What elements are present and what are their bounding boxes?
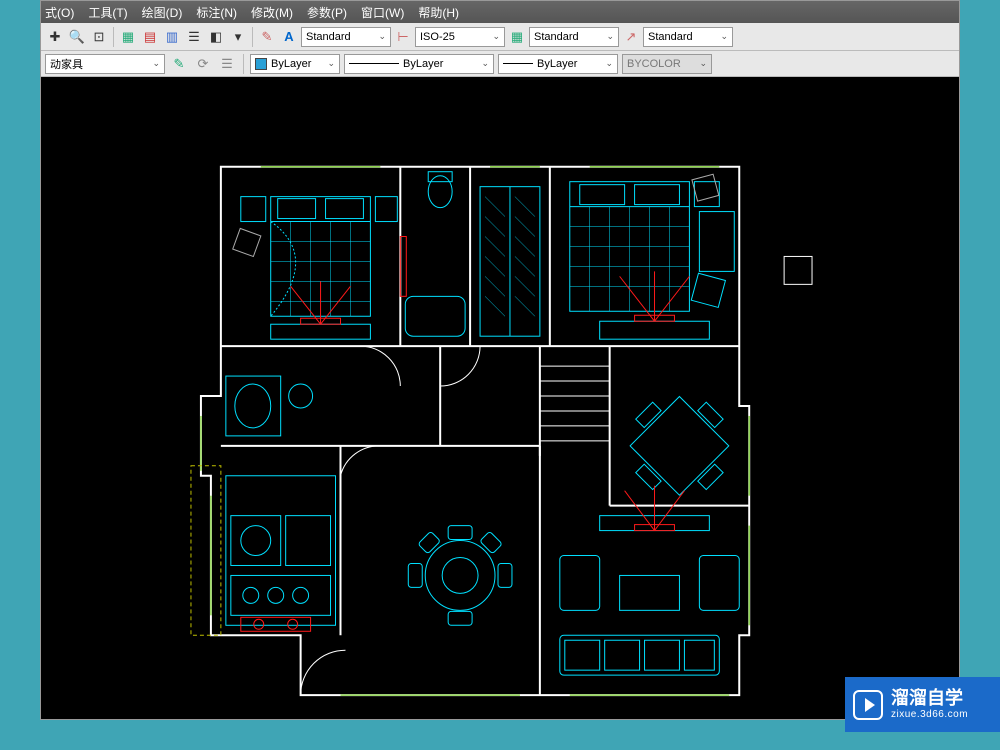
toolbar-properties: 动家具 ⌄ ✎ ⟳ ☰ ByLayer ⌄ ByLayer ⌄ ByLayer …	[41, 51, 959, 77]
separator	[252, 27, 253, 47]
zoom-window-icon[interactable]: ⊡	[89, 27, 109, 47]
lineweight-preview	[503, 63, 533, 64]
toolbar-primary: ✚ 🔍 ⊡ ▦ ▤ ▥ ☰ ◧ ▾ ✎ Standard ⌄ ⊢ ISO-25 …	[41, 23, 959, 51]
dim-style-value: ISO-25	[420, 31, 455, 43]
color-value: ByLayer	[271, 58, 311, 70]
menu-tools[interactable]: 工具(T)	[88, 4, 127, 21]
layer-off-icon[interactable]: ◧	[206, 27, 226, 47]
chevron-down-icon: ⌄	[695, 58, 707, 69]
text-style-value: Standard	[306, 31, 351, 43]
layer-props-icon[interactable]: ▦	[118, 27, 138, 47]
menu-param[interactable]: 参数(P)	[307, 4, 347, 21]
chevron-down-icon: ⌄	[374, 31, 386, 42]
menu-help[interactable]: 帮助(H)	[418, 4, 459, 21]
layer-value: 动家具	[50, 56, 83, 72]
dim-style-icon[interactable]: ⊢	[393, 27, 413, 47]
text-style-dropdown[interactable]: Standard ⌄	[301, 27, 391, 47]
chevron-down-icon: ⌄	[602, 31, 614, 42]
layer-make-current-icon[interactable]: ⟳	[193, 54, 213, 74]
menu-format[interactable]: 式(O)	[45, 4, 74, 21]
app-window: 式(O) 工具(T) 绘图(D) 标注(N) 修改(M) 参数(P) 窗口(W)…	[40, 0, 960, 720]
dropdown-icon[interactable]: ▾	[228, 27, 248, 47]
dim-style-dropdown[interactable]: ISO-25 ⌄	[415, 27, 505, 47]
linetype-dropdown[interactable]: ByLayer ⌄	[344, 54, 494, 74]
separator	[113, 27, 114, 47]
layer-freeze-icon[interactable]: ☰	[184, 27, 204, 47]
watermark-badge: 溜溜自学 zixue.3d66.com	[845, 677, 1000, 732]
menu-window[interactable]: 窗口(W)	[361, 4, 404, 21]
plotcolor-value: BYCOLOR	[627, 58, 681, 70]
lineweight-value: ByLayer	[537, 58, 577, 70]
menu-modify[interactable]: 修改(M)	[251, 4, 293, 21]
watermark-title: 溜溜自学	[891, 688, 968, 710]
chevron-down-icon: ⌄	[477, 58, 489, 69]
drawing-canvas[interactable]	[41, 77, 959, 719]
mleader-style-icon[interactable]: ↗	[621, 27, 641, 47]
mleader-style-dropdown[interactable]: Standard ⌄	[643, 27, 733, 47]
chevron-down-icon: ⌄	[148, 58, 160, 69]
text-style-icon[interactable]	[279, 27, 299, 47]
table-style-dropdown[interactable]: Standard ⌄	[529, 27, 619, 47]
layer-list-icon[interactable]: ✎	[169, 54, 189, 74]
chevron-down-icon: ⌄	[488, 31, 500, 42]
play-icon	[853, 690, 883, 720]
table-style-icon[interactable]: ▦	[507, 27, 527, 47]
zoom-in-icon[interactable]: 🔍	[67, 27, 87, 47]
color-swatch	[255, 58, 267, 70]
color-dropdown[interactable]: ByLayer ⌄	[250, 54, 340, 74]
separator	[243, 54, 244, 74]
linetype-preview	[349, 63, 399, 64]
chevron-down-icon: ⌄	[601, 58, 613, 69]
layer-match-icon[interactable]: ☰	[217, 54, 237, 74]
chevron-down-icon: ⌄	[323, 58, 335, 69]
menu-dimension[interactable]: 标注(N)	[196, 4, 237, 21]
floorplan-drawing	[41, 77, 959, 719]
plotcolor-dropdown[interactable]: BYCOLOR ⌄	[622, 54, 712, 74]
layer-states-icon[interactable]: ▤	[140, 27, 160, 47]
menu-draw[interactable]: 绘图(D)	[142, 4, 183, 21]
layer-iso-icon[interactable]: ▥	[162, 27, 182, 47]
menu-bar: 式(O) 工具(T) 绘图(D) 标注(N) 修改(M) 参数(P) 窗口(W)…	[41, 1, 959, 23]
chevron-down-icon: ⌄	[716, 31, 728, 42]
zoom-extents-icon[interactable]: ✚	[45, 27, 65, 47]
table-style-value: Standard	[534, 31, 579, 43]
watermark-url: zixue.3d66.com	[891, 709, 968, 721]
mleader-style-value: Standard	[648, 31, 693, 43]
linetype-value: ByLayer	[403, 58, 443, 70]
lineweight-dropdown[interactable]: ByLayer ⌄	[498, 54, 618, 74]
brush-icon[interactable]: ✎	[257, 27, 277, 47]
layer-dropdown[interactable]: 动家具 ⌄	[45, 54, 165, 74]
